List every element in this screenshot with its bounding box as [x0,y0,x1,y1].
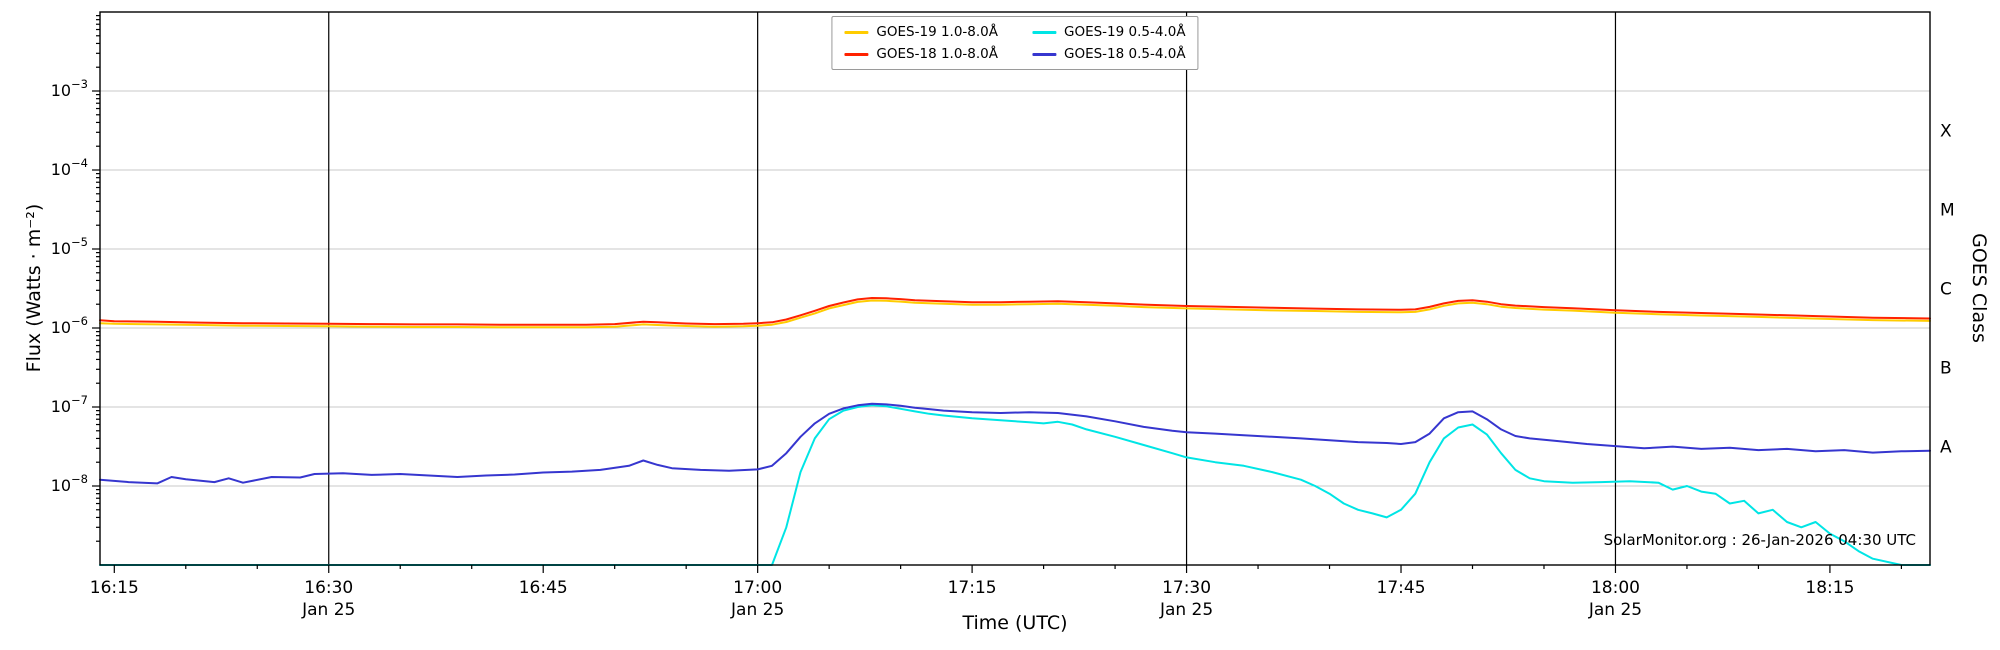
svg-text:16:45: 16:45 [519,578,568,598]
svg-text:10−5: 10−5 [51,235,88,258]
svg-text:10−3: 10−3 [51,77,88,100]
y-gridlines [100,90,1930,487]
svg-text:18:00: 18:00 [1591,578,1640,598]
legend-swatch-goes19-long [844,30,869,34]
y-tick-labels: 10−8 10−7 10−6 10−5 10−4 10−3 [51,77,88,495]
svg-text:17:45: 17:45 [1377,578,1426,598]
legend-swatch-goes18-long [844,52,869,56]
solarmonitor-timestamp-annotation: SolarMonitor.org : 26-Jan-2026 04:30 UTC [1603,531,1916,549]
svg-text:Jan 25: Jan 25 [1159,600,1213,620]
svg-text:A: A [1940,438,1952,458]
svg-text:10−7: 10−7 [51,393,88,416]
y-axis-label-left: Flux (Watts · m⁻²) [23,203,45,373]
x-axis-label: Time (UTC) [962,612,1068,634]
legend-item-goes19-long: GOES-19 1.0-8.0Å [844,24,998,40]
svg-text:10−6: 10−6 [51,314,88,337]
day-boundary-lines [328,12,1617,565]
svg-text:Jan 25: Jan 25 [1588,600,1642,620]
legend-label-goes18-long: GOES-18 1.0-8.0Å [876,46,998,62]
svg-text:17:15: 17:15 [948,578,997,598]
svg-text:M: M [1940,201,1955,221]
svg-text:10−4: 10−4 [51,156,88,179]
legend-label-goes18-short: GOES-18 0.5-4.0Å [1064,46,1186,62]
legend-item-goes18-long: GOES-18 1.0-8.0Å [844,46,998,62]
svg-text:B: B [1940,359,1952,379]
svg-text:17:30: 17:30 [1162,578,1211,598]
svg-text:17:00: 17:00 [733,578,782,598]
legend-swatch-goes18-short [1032,52,1056,56]
legend-item-goes19-short: GOES-19 0.5-4.0Å [1032,24,1186,40]
svg-text:X: X [1940,122,1952,142]
y-axis-ticks [92,15,100,542]
svg-text:Jan 25: Jan 25 [301,600,355,620]
legend-label-goes19-long: GOES-19 1.0-8.0Å [876,24,998,40]
legend-item-goes18-short: GOES-18 0.5-4.0Å [1032,46,1186,62]
y-axis-label-right: GOES Class [1968,233,1990,343]
x-axis-ticks [113,565,1903,573]
legend: GOES-19 1.0-8.0Å GOES-18 1.0-8.0Å GOES-1… [831,16,1199,70]
svg-text:10−8: 10−8 [51,472,88,495]
legend-label-goes19-short: GOES-19 0.5-4.0Å [1064,24,1186,40]
svg-text:Jan 25: Jan 25 [730,600,784,620]
svg-text:C: C [1940,280,1952,300]
series-line-goes-19-1-0-8-0 [99,299,1931,329]
svg-text:16:15: 16:15 [90,578,139,598]
series-line-goes-18-0-5-4-0 [99,402,1931,485]
axis-frame [99,11,1931,566]
svg-text:16:30: 16:30 [304,578,353,598]
legend-swatch-goes19-short [1032,30,1056,34]
series-line-goes-18-1-0-8-0 [99,297,1931,326]
right-class-labels: X M C B A [1940,122,1955,458]
svg-text:18:15: 18:15 [1805,578,1854,598]
series-lines [99,297,1931,566]
series-line-goes-19-0-5-4-0 [99,404,1931,566]
